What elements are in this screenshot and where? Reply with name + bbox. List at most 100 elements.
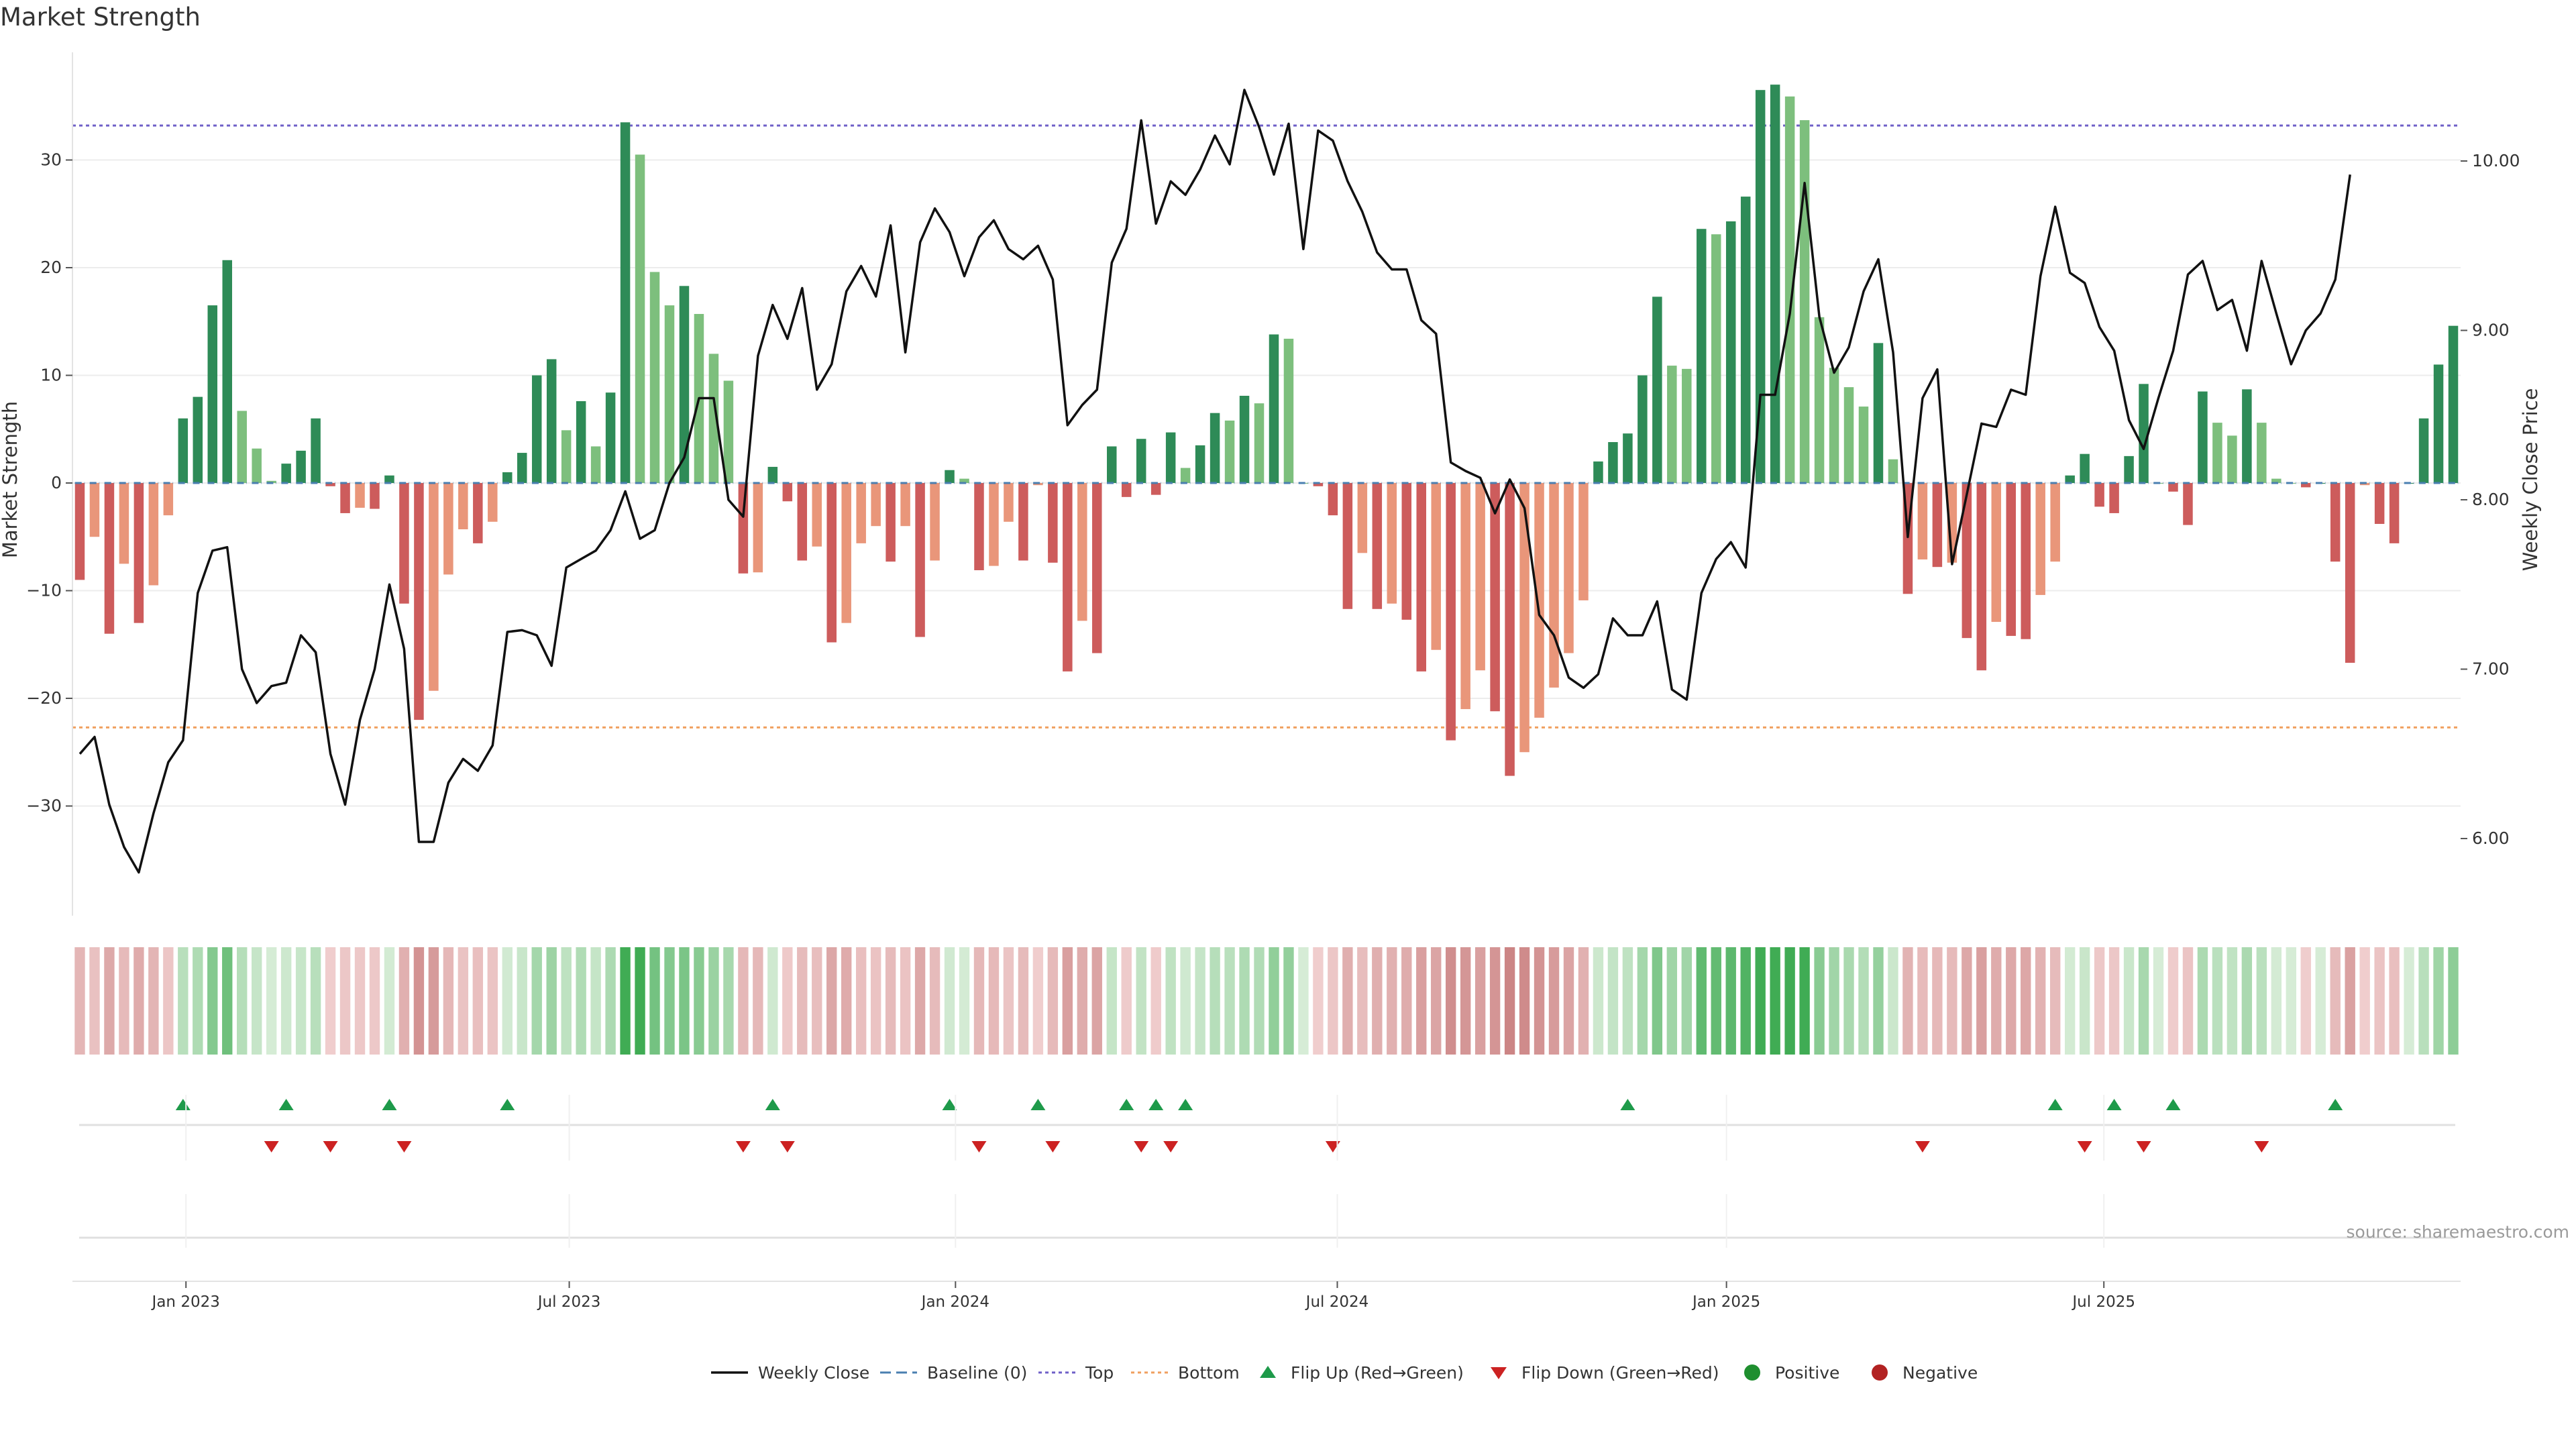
- heat-cell: [1829, 947, 1839, 1055]
- strength-bar: [1372, 483, 1383, 609]
- heat-cell: [826, 947, 837, 1055]
- strength-bar: [193, 396, 203, 483]
- heat-cell: [1681, 947, 1692, 1055]
- legend-label-flip-down: Flip Down (Green→Red): [1521, 1363, 1719, 1383]
- strength-bar: [1195, 445, 1205, 483]
- heat-cell: [2006, 947, 2017, 1055]
- heat-cell: [531, 947, 542, 1055]
- strength-bar: [2359, 483, 2370, 486]
- strength-bar: [1357, 483, 1368, 553]
- strength-bar: [1048, 483, 1058, 563]
- heat-cell: [207, 947, 218, 1055]
- heat-cell: [148, 947, 159, 1055]
- strength-bar: [664, 305, 675, 483]
- heat-cell: [163, 947, 174, 1055]
- heat-cell: [1784, 947, 1795, 1055]
- strength-bar: [1210, 413, 1220, 483]
- heat-cell: [1401, 947, 1412, 1055]
- heat-cell: [1032, 947, 1044, 1055]
- left-tick-label: −10: [26, 581, 62, 600]
- heat-cell: [237, 947, 248, 1055]
- strength-bar: [89, 483, 100, 537]
- heat-cell: [1578, 947, 1589, 1055]
- heat-cell: [620, 947, 631, 1055]
- heat-cell: [1548, 947, 1560, 1055]
- strength-bar: [1652, 297, 1662, 483]
- strength-bar: [1342, 483, 1353, 609]
- strength-bar: [1755, 90, 1766, 484]
- heat-cell: [694, 947, 704, 1055]
- heat-cell: [74, 947, 85, 1055]
- heat-cell: [649, 947, 660, 1055]
- heat-cell: [2212, 947, 2223, 1055]
- strength-bar: [237, 411, 247, 483]
- heat-cell: [428, 947, 439, 1055]
- heat-cell: [576, 947, 586, 1055]
- strength-bar: [812, 483, 822, 547]
- heat-cell: [1165, 947, 1176, 1055]
- strength-bar: [1165, 432, 1176, 483]
- strength-bar: [1976, 483, 1987, 671]
- heat-cell: [812, 947, 822, 1055]
- heat-cell: [2330, 947, 2341, 1055]
- heat-cell: [1622, 947, 1633, 1055]
- heat-cell: [1018, 947, 1029, 1055]
- flip-down-marker: [780, 1141, 795, 1152]
- strength-bar: [738, 483, 749, 574]
- flip-down-marker: [1045, 1141, 1061, 1152]
- strength-bar: [1416, 483, 1426, 672]
- heat-cell: [369, 947, 380, 1055]
- heat-cell: [266, 947, 277, 1055]
- heat-cell: [2315, 947, 2326, 1055]
- strength-bar: [856, 483, 866, 543]
- heat-cell: [1711, 947, 1721, 1055]
- flip-down-marker: [264, 1141, 279, 1152]
- heat-cell: [1755, 947, 1766, 1055]
- heat-cell: [2448, 947, 2459, 1055]
- heat-cell: [561, 947, 572, 1055]
- heat-cell: [679, 947, 690, 1055]
- heat-cell: [1858, 947, 1869, 1055]
- strength-bar: [1638, 375, 1648, 483]
- heat-cell: [2167, 947, 2179, 1055]
- chart-title: Market Strength: [0, 3, 201, 32]
- heat-cell: [1269, 947, 1279, 1055]
- strength-bar: [340, 483, 350, 513]
- flip-up-marker: [2328, 1099, 2343, 1110]
- heat-cell: [443, 947, 454, 1055]
- strength-bar: [649, 272, 660, 483]
- strength-bar: [1313, 483, 1324, 486]
- heat-cell: [2094, 947, 2105, 1055]
- strength-bar: [1180, 468, 1191, 483]
- heat-cell: [1224, 947, 1235, 1055]
- heat-cell: [2197, 947, 2208, 1055]
- legend-swatch-flip-down: [1491, 1367, 1507, 1379]
- heat-cell: [753, 947, 763, 1055]
- heat-cell: [841, 947, 852, 1055]
- strength-bar: [370, 483, 380, 509]
- flip-up-marker: [382, 1099, 397, 1110]
- heat-cell: [2433, 947, 2444, 1055]
- heat-cell: [767, 947, 778, 1055]
- heat-cell: [1195, 947, 1205, 1055]
- strength-bar: [989, 483, 999, 566]
- x-tick-label: Jan 2025: [1691, 1293, 1760, 1311]
- strength-bar: [767, 466, 778, 483]
- strength-bar: [1623, 433, 1633, 483]
- weekly-close-line: [78, 89, 2351, 874]
- strength-bar: [2301, 483, 2311, 488]
- heat-cell: [797, 947, 808, 1055]
- strength-bar: [2257, 423, 2267, 483]
- heat-cell: [458, 947, 469, 1055]
- x-tick-label: Jul 2023: [537, 1293, 601, 1311]
- heat-cell: [870, 947, 881, 1055]
- strength-bar: [1578, 483, 1589, 600]
- strength-bar: [502, 472, 513, 483]
- strength-bar: [546, 359, 557, 483]
- strength-bar: [635, 154, 645, 483]
- strength-bar: [163, 483, 174, 516]
- strength-bar: [1608, 442, 1618, 483]
- strength-bar: [1593, 461, 1603, 483]
- heat-cell: [1047, 947, 1059, 1055]
